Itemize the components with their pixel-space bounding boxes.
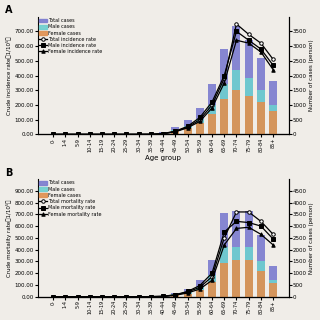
Bar [257,236,265,297]
Bar [196,290,204,297]
Bar [159,296,167,297]
Bar [208,260,216,297]
Bar [172,295,179,297]
Bar [208,282,216,297]
Bar [245,211,253,297]
Bar [220,99,228,134]
Bar [208,84,216,134]
Bar [159,132,167,134]
Bar [257,102,265,134]
Bar [233,26,240,134]
Bar [184,292,192,297]
Bar [208,105,216,134]
Bar [220,263,228,297]
Bar [245,96,253,134]
Bar [159,296,167,297]
Bar [269,283,277,297]
Bar [172,131,179,134]
Bar [269,280,277,297]
Bar [245,247,253,297]
Bar [233,247,240,297]
Bar [196,123,204,134]
Bar [184,128,192,134]
Bar [196,119,204,134]
Bar [184,289,192,297]
Bar [257,271,265,297]
Bar [184,126,192,134]
Bar [220,49,228,134]
Bar [220,84,228,134]
Bar [184,120,192,134]
Bar [220,213,228,297]
Bar [245,40,253,134]
Bar [208,114,216,134]
Bar [184,294,192,297]
Bar [269,81,277,134]
Bar [196,108,204,134]
Bar [245,260,253,297]
Bar [233,211,240,297]
Bar [245,78,253,134]
Bar [269,266,277,297]
Legend: Total cases, Male cases, Female cases, Total mortality rate, Male mortality rate: Total cases, Male cases, Female cases, T… [39,180,102,217]
Bar [233,90,240,134]
Bar [172,127,179,134]
Y-axis label: Crude incidence rate（1/10⁵）: Crude incidence rate（1/10⁵） [6,36,12,115]
Bar [257,58,265,134]
Bar [196,280,204,297]
Y-axis label: Number of cases (person): Number of cases (person) [309,202,315,274]
Bar [159,133,167,134]
Bar [269,111,277,134]
Bar [233,70,240,134]
Bar [257,261,265,297]
Bar [208,275,216,297]
Bar [172,130,179,134]
Y-axis label: Crude mortality rate（1/10⁵）: Crude mortality rate（1/10⁵） [6,199,12,276]
Bar [172,294,179,297]
Bar [196,287,204,297]
Y-axis label: Number of cases (person): Number of cases (person) [309,40,315,111]
Bar [159,133,167,134]
Bar [269,105,277,134]
Bar [233,260,240,297]
Bar [257,90,265,134]
Legend: Total cases, Male cases, Female cases, Total incidence rate, Male incidence rate: Total cases, Male cases, Female cases, T… [39,18,103,55]
Text: B: B [5,168,12,178]
Bar [172,293,179,297]
X-axis label: Age group: Age group [145,155,181,161]
Text: A: A [5,5,13,15]
Bar [220,247,228,297]
